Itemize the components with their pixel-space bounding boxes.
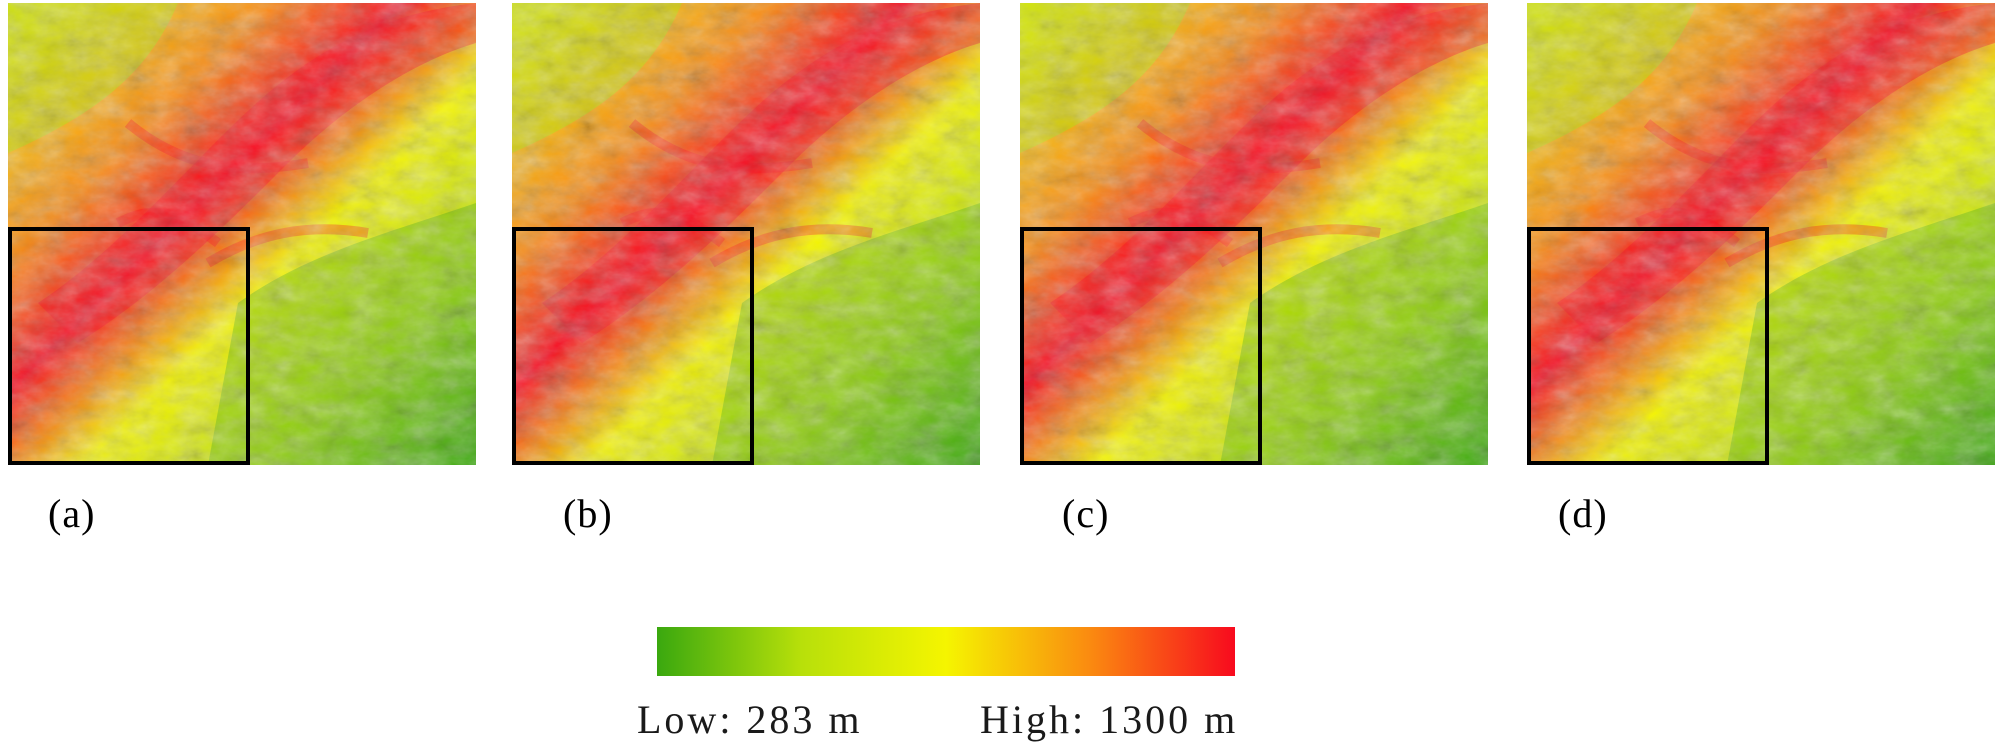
dem-panel-c: [1020, 3, 1488, 465]
panel-label-c: (c): [1062, 491, 1110, 536]
dem-map-c: [1020, 3, 1488, 465]
panel-label-a: (a): [48, 491, 96, 536]
dem-panel-d: [1527, 3, 1995, 465]
dem-panel-a: [8, 3, 476, 465]
inset-zoom-box: [1527, 227, 1769, 465]
dem-map-b: [512, 3, 980, 465]
legend-high-label: High: 1300 m: [980, 697, 1239, 742]
panel-label-b: (b): [563, 491, 613, 536]
inset-zoom-box: [512, 227, 754, 465]
dem-map-d: [1527, 3, 1995, 465]
inset-zoom-box: [1020, 227, 1262, 465]
dem-panel-b: [512, 3, 980, 465]
legend-low-label: Low: 283 m: [637, 697, 863, 742]
panel-label-d: (d): [1558, 491, 1608, 536]
dem-map-a: [8, 3, 476, 465]
inset-zoom-box: [8, 227, 250, 465]
elevation-color-ramp: [657, 627, 1235, 676]
